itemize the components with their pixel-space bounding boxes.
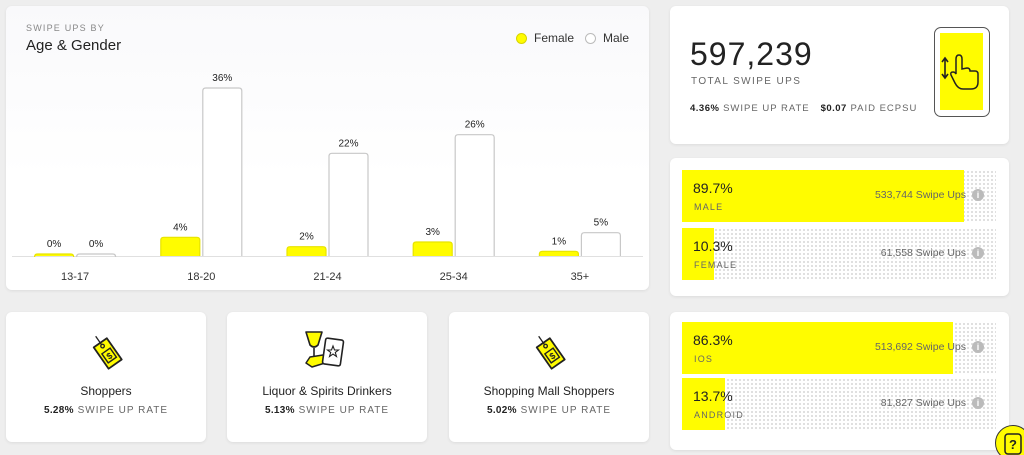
audience-rate-label: SWIPE UP RATE <box>520 405 612 416</box>
gender-male-bar <box>682 170 964 222</box>
x-tick-label-13-17: 13-17 <box>61 271 89 283</box>
info-icon[interactable]: i <box>972 341 984 353</box>
bar-female-13-17[interactable] <box>34 253 75 258</box>
drink-icon <box>305 331 345 368</box>
audience-rate: 5.02% SWIPE UP RATE <box>449 405 649 416</box>
price-tag-icon: $ <box>535 335 566 370</box>
os-android-row: 13.7% ANDROID 81,827 Swipe Ups i <box>682 378 996 430</box>
audience-rate-value: 5.13% <box>264 405 295 416</box>
os-ios-percent: 86.3% <box>693 332 733 348</box>
os-ios-label: IOS <box>694 354 714 364</box>
audience-rate: 5.28% SWIPE UP RATE <box>6 405 206 416</box>
audience-rate-label: SWIPE UP RATE <box>77 405 169 416</box>
info-icon[interactable]: i <box>972 247 984 259</box>
x-tick-label-18-20: 18-20 <box>187 271 215 283</box>
data-label-male-21-24: 22% <box>338 138 358 149</box>
os-android-count: 81,827 Swipe Ups <box>880 397 966 409</box>
bar-female-18-20[interactable] <box>160 236 201 256</box>
svg-text:$: $ <box>105 350 115 361</box>
legend-female-label: Female <box>534 31 575 45</box>
audience-name: Shoppers <box>80 384 132 398</box>
bar-female-21-24[interactable] <box>286 246 327 256</box>
svg-text:?: ? <box>1009 437 1017 452</box>
rates-line: 4.36% SWIPE UP RATE $0.07 PAID ECPSU <box>690 103 917 114</box>
os-ios-count: 513,692 Swipe Ups <box>874 341 966 353</box>
bar-male-35+[interactable] <box>580 232 621 256</box>
price-tag-icon: $ <box>92 335 123 370</box>
data-label-female-18-20: 4% <box>173 222 188 233</box>
x-tick-label-25-34: 25-34 <box>440 271 468 283</box>
audience-rate-label: SWIPE UP RATE <box>298 405 390 416</box>
legend-male-swatch <box>585 32 596 44</box>
audience-name: Liquor & Spirits Drinkers <box>262 384 392 398</box>
legend-female[interactable]: Female <box>516 31 574 45</box>
paid-ecpsu-label: PAID ECPSU <box>850 103 918 114</box>
total-swipe-ups-label: TOTAL SWIPE UPS <box>691 76 802 87</box>
bar-male-18-20[interactable] <box>202 87 243 256</box>
data-label-male-13-17: 0% <box>89 239 104 250</box>
gender-male-row: 89.7% MALE 533,744 Swipe Ups i <box>682 170 996 222</box>
gender-female-row: 10.3% FEMALE 61,558 Swipe Ups i <box>682 228 996 280</box>
audience-card-mall-shoppers[interactable]: $ Shopping Mall Shoppers 5.02% SWIPE UP … <box>449 312 649 442</box>
data-label-female-25-34: 3% <box>425 227 440 238</box>
bar-female-35+[interactable] <box>538 250 579 256</box>
legend-female-swatch <box>516 32 527 44</box>
audience-name: Shopping Mall Shoppers <box>483 384 615 398</box>
data-label-female-35+: 1% <box>552 236 567 247</box>
os-android-label: ANDROID <box>694 410 744 420</box>
audience-card-liquor[interactable]: Liquor & Spirits Drinkers 5.13% SWIPE UP… <box>227 312 427 442</box>
audience-rate-value: 5.02% <box>486 405 517 416</box>
chart-subtitle: SWIPE UPS BY <box>26 23 105 33</box>
os-ios-bar <box>682 322 953 374</box>
data-label-female-13-17: 0% <box>47 239 62 250</box>
bar-male-13-17[interactable] <box>76 253 117 258</box>
legend-male-label: Male <box>603 31 630 45</box>
bar-male-25-34[interactable] <box>454 134 495 256</box>
age-gender-bar-chart: 0% 0% 13-17 4% 36% 18-20 2% 22% 21-24 3% 26% 25-34 1… <box>12 73 643 283</box>
gender-female-label: FEMALE <box>694 260 738 270</box>
swipe-hand-icon <box>941 54 979 90</box>
x-tick-label-21-24: 21-24 <box>313 271 341 283</box>
audience-rate-value: 5.28% <box>43 405 74 416</box>
os-android-percent: 13.7% <box>693 388 733 404</box>
bar-female-25-34[interactable] <box>412 241 453 256</box>
paid-ecpsu-value: $0.07 <box>820 103 847 114</box>
audience-card-shoppers[interactable]: $ Shoppers 5.28% SWIPE UP RATE <box>6 312 206 442</box>
data-label-female-21-24: 2% <box>299 232 314 243</box>
gender-female-percent: 10.3% <box>693 238 733 254</box>
data-label-male-18-20: 36% <box>212 73 232 84</box>
legend-male[interactable]: Male <box>585 31 629 45</box>
phone-swipe-up-icon <box>934 27 990 117</box>
gender-male-label: MALE <box>694 202 724 212</box>
data-label-male-35+: 5% <box>594 218 609 229</box>
bar-male-21-24[interactable] <box>328 152 369 256</box>
age-gender-chart-card: 0% 0% 13-17 4% 36% 18-20 2% 22% 21-24 3% 26% 25-34 1… <box>6 6 649 290</box>
os-android-bar <box>682 378 726 430</box>
gender-female-count: 61,558 Swipe Ups <box>880 247 966 259</box>
svg-text:$: $ <box>548 350 558 361</box>
os-split-card: 86.3% IOS 513,692 Swipe Ups i 13.7% ANDR… <box>670 312 1009 450</box>
gender-split-card: 89.7% MALE 533,744 Swipe Ups i 10.3% FEM… <box>670 158 1009 296</box>
swipe-up-rate-value: 4.36% <box>690 103 720 114</box>
info-icon[interactable]: i <box>972 189 984 201</box>
gender-female-bar <box>682 228 715 280</box>
gender-male-count: 533,744 Swipe Ups <box>874 189 966 201</box>
total-swipe-ups-value: 597,239 <box>690 36 813 72</box>
help-question-icon: ? <box>1004 433 1022 455</box>
os-ios-row: 86.3% IOS 513,692 Swipe Ups i <box>682 322 996 374</box>
swipe-up-rate-label: SWIPE UP RATE <box>723 103 810 114</box>
gender-male-percent: 89.7% <box>693 180 733 196</box>
info-icon[interactable]: i <box>972 397 984 409</box>
x-tick-label-35+: 35+ <box>571 271 590 283</box>
audience-rate: 5.13% SWIPE UP RATE <box>227 405 427 416</box>
help-button[interactable]: ? <box>995 425 1024 455</box>
chart-title: Age & Gender <box>26 37 122 54</box>
data-label-male-25-34: 26% <box>465 120 485 131</box>
